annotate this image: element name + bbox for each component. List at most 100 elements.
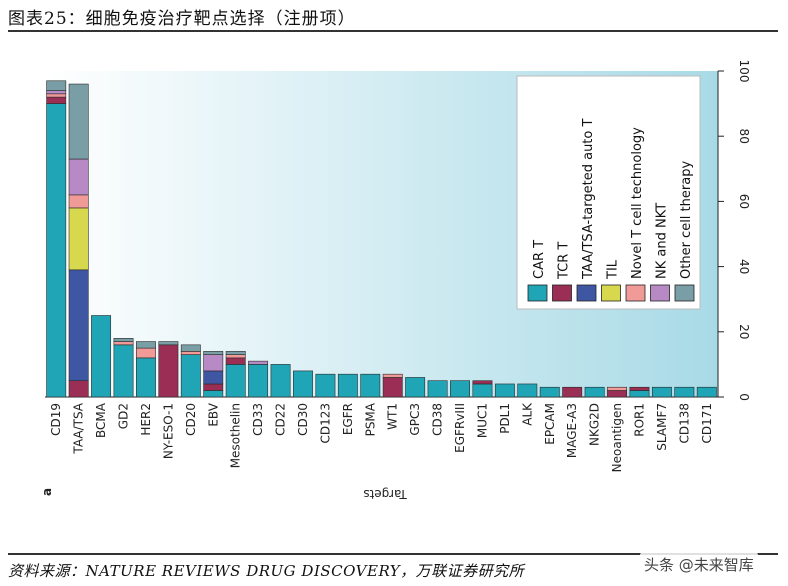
bar-segment [225,351,246,355]
bar-segment [136,347,156,359]
x-tick-label: WT1 [386,403,400,430]
x-tick-label: CD123 [318,403,332,444]
bar-segment [674,386,695,398]
bar-segment [270,364,291,398]
bar-segment [158,341,179,346]
bar-segment [225,354,246,359]
stacked-bar-chart: 0 20 40 60 80 100 CD19 TAA/TSA BCMA GD2 HER2 NY-ESO… [40,60,751,501]
x-tick-label: Mesothelin [229,403,243,468]
x-tick-label: ALK [520,402,534,426]
bar-segment [629,390,650,398]
x-tick-label: PSMA [363,402,377,436]
bar-segment [68,207,89,271]
bar-segment [46,80,67,91]
y-tick-label: 100 [737,60,751,83]
bar-segment [607,386,627,391]
bar-segment [539,386,560,398]
bar-segment [203,354,224,372]
legend-swatch [527,284,548,302]
panel-label: a [40,488,54,496]
bar-segment [248,364,269,398]
source-note: 资料来源：NATURE REVIEWS DRUG DISCOVERY，万联证券研… [8,562,525,580]
figure-title: 图表25：细胞免疫治疗靶点选择（注册项） [8,9,356,29]
bar-segment [337,373,358,398]
bar-segment [136,341,156,349]
bar-segment [427,380,448,398]
bar-segment [472,380,493,385]
bar-segment [136,357,156,398]
bar-segment [180,354,201,398]
x-tick-label: CD33 [251,403,265,436]
x-tick-label: EPCAM [543,403,557,445]
legend-swatch [674,284,695,302]
y-tick-label: 20 [737,324,751,339]
bar-segment [113,341,134,346]
bar-segment [293,370,313,398]
bar-segment [46,93,67,98]
bar-segment [450,380,470,398]
legend-swatch [576,284,597,302]
bar-segment [360,373,381,398]
bar-segment [607,390,627,398]
legend-swatch [650,284,670,302]
bar-segment [629,386,650,391]
y-tick-label: 0 [737,393,751,401]
x-tick-label: EGFRvIII [453,403,467,453]
watermark: 头条 @未来智库 [640,552,758,577]
bar-segment [68,380,89,398]
bar-segment [315,373,336,398]
x-tick-label: CD19 [49,403,63,436]
bar-segment [382,373,403,378]
bar-segment [472,383,493,398]
bar-segment [68,158,89,196]
legend-label: TAA/TSA-targeted auto T [581,119,596,280]
bar-segment [46,96,67,104]
bar-segment [584,386,605,398]
legend-box [516,75,701,310]
bar-segment [68,83,89,160]
bar-segment [68,269,89,381]
y-tick-label: 80 [737,129,751,144]
y-tick-label: 40 [737,259,751,274]
bar-segment [180,344,201,352]
legend-label: TCR T [557,242,572,280]
bar-segment [405,377,426,398]
x-tick-label: CD30 [296,403,310,436]
x-axis-title: Targets [363,487,407,501]
bar-segment [203,390,224,398]
legend-label: Other cell therapy [679,161,694,279]
bar-segment [517,383,538,398]
legend-swatch [601,284,621,302]
bar-segment [696,386,717,398]
x-tick-label: EBV [206,402,220,426]
x-tick-label: NKG2D [588,403,602,446]
bar-segment [113,338,134,342]
x-tick-label: ROR1 [632,403,646,437]
x-tick-label: HER2 [139,403,153,436]
bar-segment [651,386,672,398]
bar-segment [91,315,112,398]
x-tick-label: MAGE-A3 [565,403,579,458]
legend-swatch [552,284,572,302]
bar-segment [494,383,515,398]
x-tick-label: CD22 [274,403,288,436]
legend-label: TIL [606,259,621,280]
bar-segment [180,351,201,355]
x-tick-label: NY-ESO-1 [161,403,175,459]
x-tick-label: BCMA [94,402,108,438]
bar-segment [382,377,403,398]
x-tick-label: EGFR [341,403,355,435]
x-tick-label: CD171 [700,403,714,444]
bar-segment [225,357,246,365]
bar-segment [113,344,134,398]
x-tick-label: GD2 [117,403,131,429]
bar-segment [562,386,583,398]
x-tick-label: MUC1 [475,403,489,438]
bar-segment [68,194,89,209]
y-tick-label: 60 [737,194,751,209]
bar-segment [203,370,224,385]
x-tick-label: PDL1 [498,403,512,434]
bar-segment [46,103,67,398]
x-tick-label: CD138 [677,403,691,444]
bar-segment [203,383,224,391]
